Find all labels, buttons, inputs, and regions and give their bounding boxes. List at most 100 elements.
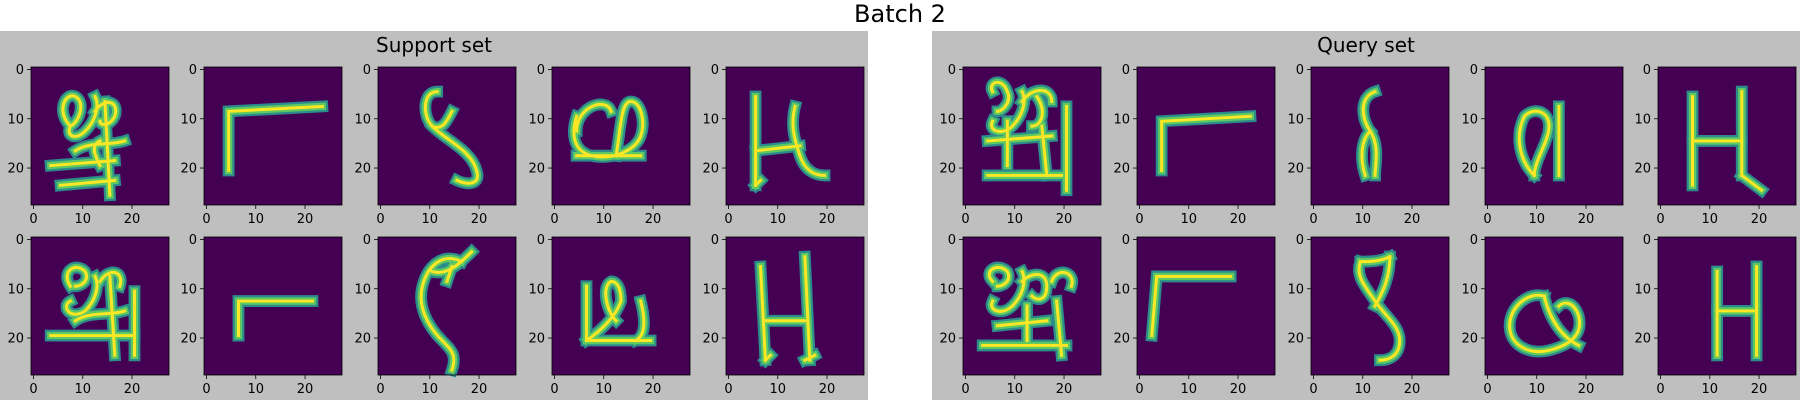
x-tick-label: 0 xyxy=(1656,382,1664,397)
image-frame xyxy=(1657,236,1797,376)
y-tick-label: 10 xyxy=(180,282,197,297)
x-tick-label: 10 xyxy=(1006,382,1023,397)
glyph-stroke xyxy=(58,178,117,187)
x-tick-label: 10 xyxy=(1701,212,1718,227)
image-subplot: 0 10 20 0 10 20 xyxy=(702,233,865,397)
x-tick-label: 10 xyxy=(1701,382,1718,397)
image-subplot: 0 10 20 0 10 20 xyxy=(354,233,517,397)
panel-title: Support set xyxy=(376,33,492,57)
image-frame xyxy=(962,66,1102,206)
y-tick-label: 10 xyxy=(1287,282,1304,297)
image-subplot: 0 10 20 0 10 20 xyxy=(702,63,865,227)
x-tick-label: 10 xyxy=(1180,212,1197,227)
x-tick-label: 20 xyxy=(297,382,314,397)
x-tick-label: 10 xyxy=(74,382,91,397)
y-tick-label: 0 xyxy=(1643,63,1651,78)
image-subplot: 0 10 20 0 10 20 xyxy=(939,63,1102,227)
image-subplot: 0 10 20 0 10 20 xyxy=(528,63,691,227)
glyph-stroke xyxy=(995,319,1049,328)
x-tick-label: 20 xyxy=(471,212,488,227)
glyph-loop_d xyxy=(1503,288,1587,358)
x-tick-label: 20 xyxy=(1751,212,1768,227)
glyph-stroke xyxy=(1508,293,1582,354)
image-subplot: 0 10 20 0 10 20 xyxy=(1634,233,1797,397)
y-tick-label: 0 xyxy=(711,63,719,78)
image-frame xyxy=(30,66,170,206)
y-tick-label: 10 xyxy=(939,282,956,297)
glyph-compound_d xyxy=(976,261,1079,362)
x-tick-label: 0 xyxy=(1135,382,1143,397)
x-tick-label: 10 xyxy=(421,212,438,227)
glyph-stroke xyxy=(1532,124,1551,177)
y-tick-label: 20 xyxy=(1287,332,1304,347)
x-tick-label: 10 xyxy=(74,212,91,227)
image-subplot: 0 10 20 0 10 20 xyxy=(1113,233,1276,397)
image-frame xyxy=(377,236,517,376)
x-tick-label: 10 xyxy=(1180,382,1197,397)
x-tick-label: 10 xyxy=(595,382,612,397)
glyph-loop_c xyxy=(1513,100,1565,184)
image-frame xyxy=(1310,66,1450,206)
x-tick-label: 10 xyxy=(1006,212,1023,227)
glyph-stroke xyxy=(1373,255,1392,308)
y-tick-label: 20 xyxy=(1461,162,1478,177)
image-subplot: 0 10 20 0 10 20 xyxy=(7,233,170,397)
glyph-s_c xyxy=(1356,84,1383,183)
glyph-compound_c xyxy=(981,76,1073,197)
y-tick-label: 20 xyxy=(7,332,24,347)
y-tick-label: 10 xyxy=(1634,282,1651,297)
y-tick-label: 10 xyxy=(7,282,24,297)
x-tick-label: 10 xyxy=(595,212,612,227)
y-tick-label: 0 xyxy=(537,63,545,78)
y-tick-label: 10 xyxy=(702,112,719,127)
y-tick-label: 0 xyxy=(1122,233,1130,248)
glyph-stroke xyxy=(987,266,1011,288)
y-tick-label: 0 xyxy=(1643,233,1651,248)
y-tick-label: 0 xyxy=(1470,233,1478,248)
glyph-stroke xyxy=(73,309,127,323)
x-tick-label: 0 xyxy=(550,212,558,227)
image-frame xyxy=(203,66,343,206)
x-tick-label: 20 xyxy=(819,212,836,227)
y-tick-label: 10 xyxy=(1634,112,1651,127)
glyph-stroke xyxy=(763,353,773,363)
image-subplot: 0 10 20 0 10 20 xyxy=(180,63,343,227)
image-frame xyxy=(1136,66,1276,206)
y-tick-label: 20 xyxy=(1113,162,1130,177)
y-tick-label: 10 xyxy=(180,112,197,127)
y-tick-label: 10 xyxy=(528,112,545,127)
glyph-stroke xyxy=(61,94,83,129)
y-tick-label: 10 xyxy=(1461,112,1478,127)
y-tick-label: 20 xyxy=(939,332,956,347)
x-tick-label: 20 xyxy=(1751,382,1768,397)
glyph-stroke xyxy=(584,279,623,343)
y-tick-label: 20 xyxy=(702,162,719,177)
x-tick-label: 0 xyxy=(724,382,732,397)
panel-support-set: Support set 0 10 20 0 10 20 0 10 20 0 10 20 0 10 20 0 10 2… xyxy=(0,31,868,400)
y-tick-label: 10 xyxy=(528,282,545,297)
y-tick-label: 0 xyxy=(948,63,956,78)
glyph-s_d xyxy=(1353,248,1406,367)
x-tick-label: 20 xyxy=(1230,382,1247,397)
glyph-stroke xyxy=(73,139,127,153)
y-tick-label: 0 xyxy=(189,233,197,248)
glyph-h_d xyxy=(1711,260,1763,362)
glyph-stroke xyxy=(575,102,614,133)
y-tick-label: 20 xyxy=(1113,332,1130,347)
glyph-h_a xyxy=(747,90,831,194)
y-tick-label: 20 xyxy=(1461,332,1478,347)
glyph-stroke xyxy=(445,264,454,284)
x-tick-label: 0 xyxy=(1656,212,1664,227)
y-tick-label: 10 xyxy=(702,282,719,297)
x-tick-label: 10 xyxy=(1528,382,1545,397)
glyph-stroke xyxy=(1160,114,1252,172)
x-tick-label: 10 xyxy=(1354,212,1371,227)
glyph-stroke xyxy=(986,134,1054,143)
glyph-corner_a xyxy=(222,100,329,177)
image-frame xyxy=(30,236,170,376)
y-tick-label: 0 xyxy=(16,233,24,248)
x-tick-label: 0 xyxy=(29,382,37,397)
image-subplot: 0 10 20 0 10 20 xyxy=(939,233,1102,397)
x-tick-label: 0 xyxy=(1309,382,1317,397)
